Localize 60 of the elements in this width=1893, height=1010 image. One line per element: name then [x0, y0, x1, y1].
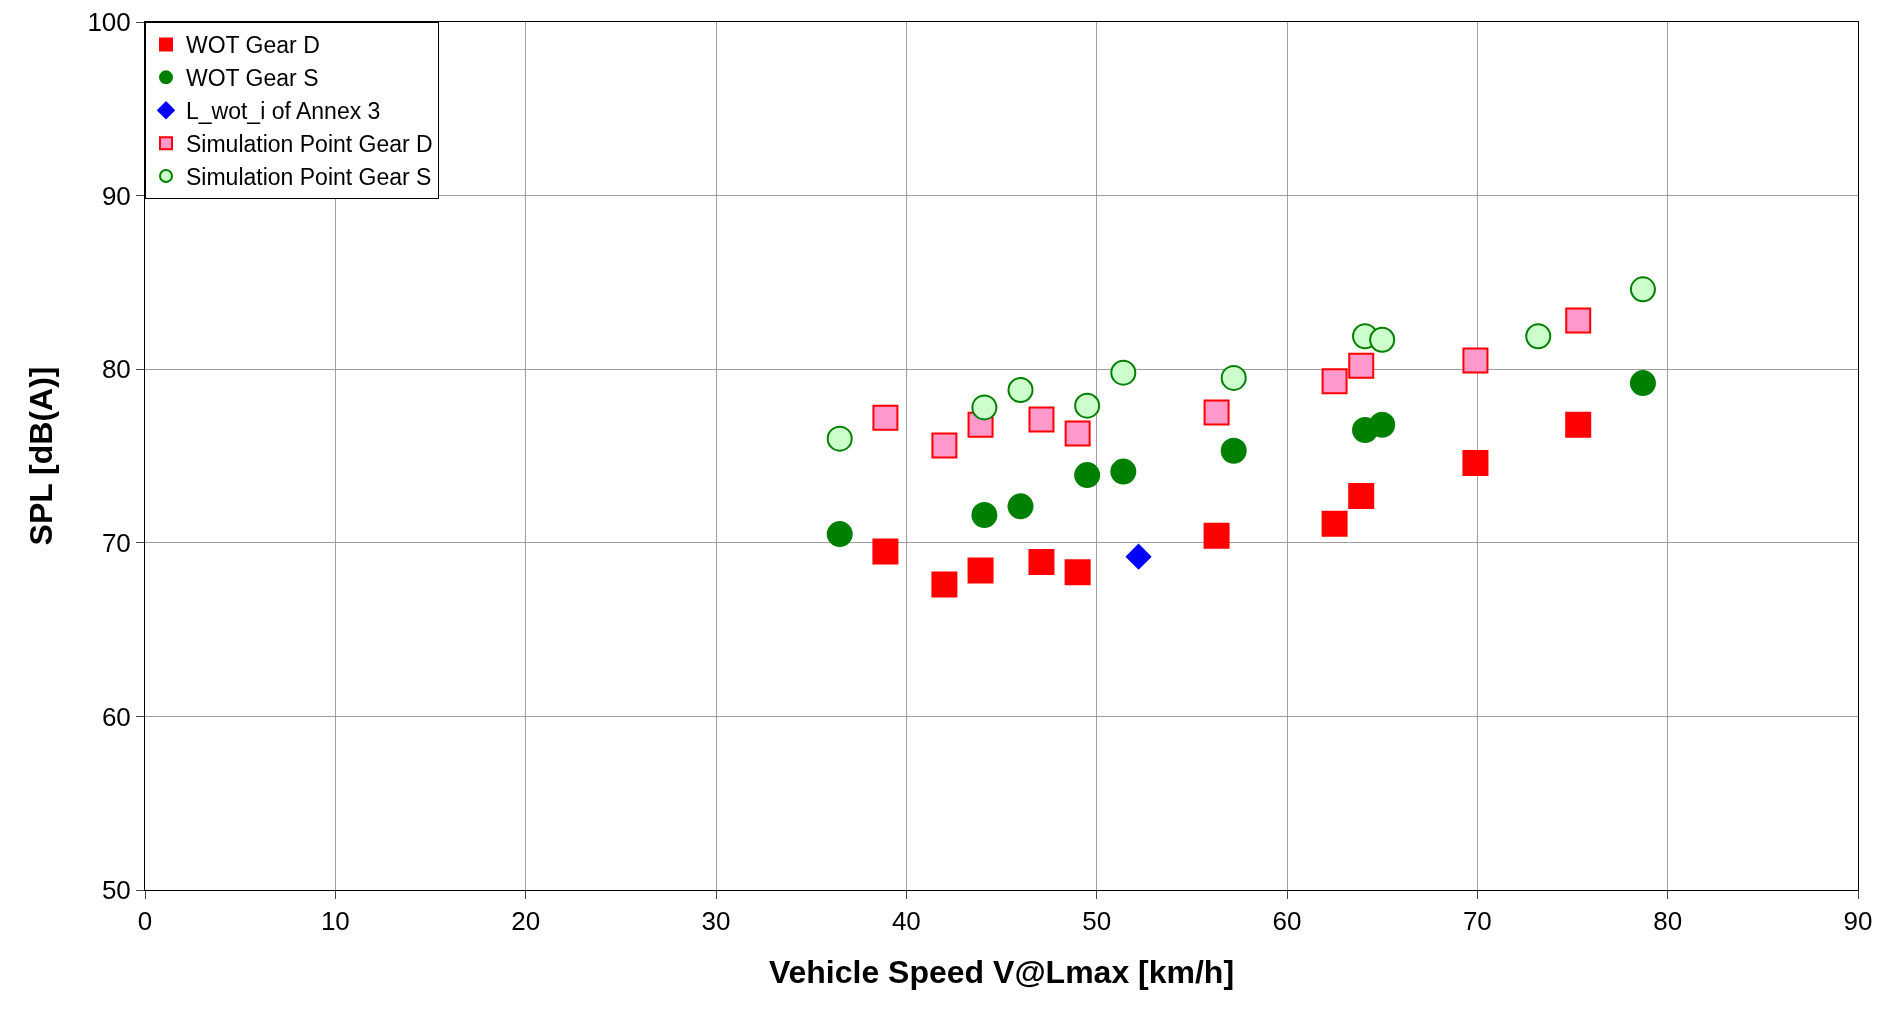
x-tick-label: 10 [320, 906, 350, 937]
point [1348, 482, 1375, 509]
x-tick-label: 20 [511, 906, 541, 937]
point [1074, 392, 1101, 419]
point [1074, 462, 1101, 489]
x-tick-label: 70 [1462, 906, 1492, 937]
point [1462, 449, 1489, 476]
point [971, 394, 998, 421]
point [1565, 307, 1592, 334]
y-tick-label: 60 [101, 701, 131, 732]
legend-label: WOT Gear D [186, 32, 320, 59]
x-tick-label: 60 [1272, 906, 1302, 937]
x-axis-title: Vehicle Speed V@Lmax [km/h] [768, 954, 1235, 991]
point [1629, 276, 1656, 303]
point [1220, 364, 1247, 391]
x-tick-label: 80 [1653, 906, 1683, 937]
point [872, 404, 899, 431]
point [1565, 411, 1592, 438]
point [1110, 458, 1137, 485]
point [1321, 510, 1348, 537]
point [1369, 411, 1396, 438]
legend-label: WOT Gear S [186, 65, 319, 92]
point [1203, 399, 1230, 426]
point [1064, 420, 1091, 447]
y-tick-label: 90 [101, 180, 131, 211]
point [1110, 359, 1137, 386]
point [1064, 559, 1091, 586]
point [1007, 493, 1034, 520]
y-tick-label: 70 [101, 527, 131, 558]
x-tick-label: 40 [891, 906, 921, 937]
point [1125, 543, 1152, 570]
point [1462, 347, 1489, 374]
point [1203, 522, 1230, 549]
point [931, 571, 958, 598]
point [1220, 437, 1247, 464]
y-axis-title: SPL [dB(A)] [22, 366, 59, 546]
point [872, 538, 899, 565]
point [1028, 548, 1055, 575]
point [1369, 326, 1396, 353]
point [971, 502, 998, 529]
legend-label: L_wot_i of Annex 3 [186, 98, 381, 125]
point [826, 521, 853, 548]
y-tick-label: 50 [101, 875, 131, 906]
point [931, 432, 958, 459]
point [967, 557, 994, 584]
point [1028, 406, 1055, 433]
point [1348, 352, 1375, 379]
legend-label: Simulation Point Gear D [186, 131, 433, 158]
y-tick-label: 100 [87, 7, 131, 38]
point [1007, 377, 1034, 404]
y-tick-label: 80 [101, 354, 131, 385]
point [1525, 323, 1552, 350]
x-tick-label: 0 [137, 906, 153, 937]
point [1321, 368, 1348, 395]
x-tick-label: 30 [701, 906, 731, 937]
legend-label: Simulation Point Gear S [186, 164, 432, 191]
point [826, 425, 853, 452]
x-tick-label: 50 [1082, 906, 1112, 937]
point [1629, 370, 1656, 397]
x-tick-label: 90 [1843, 906, 1873, 937]
